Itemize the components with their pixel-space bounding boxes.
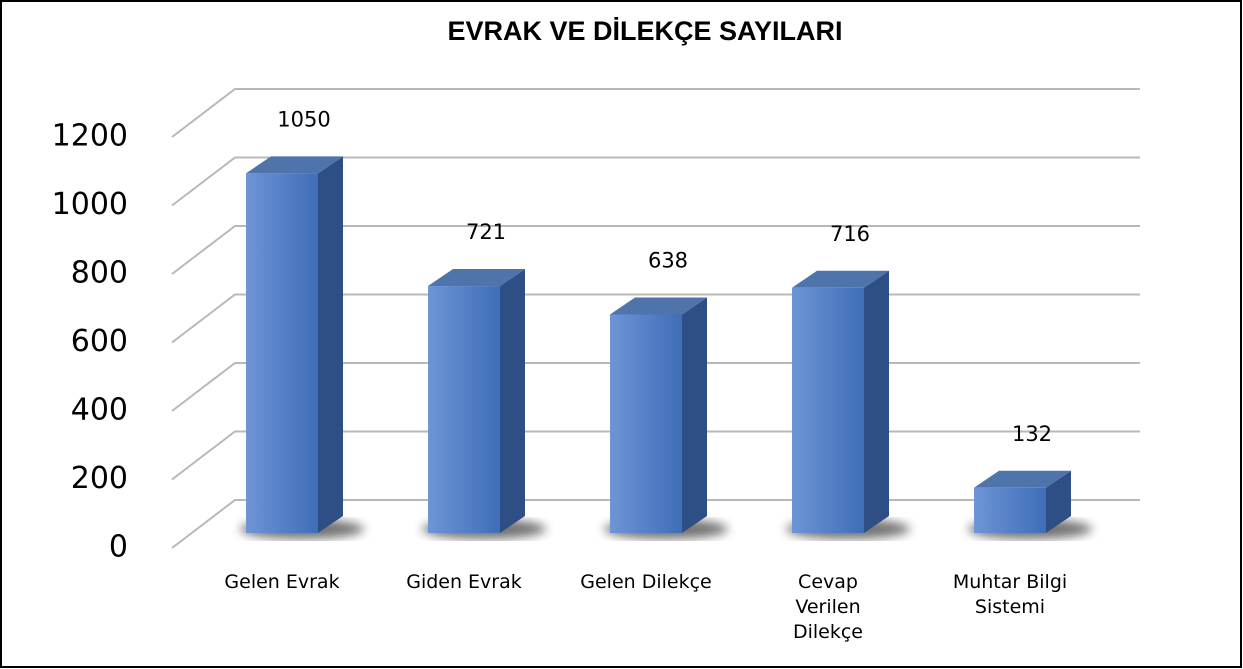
x-tick-label: Gelen Dilekçe [580,571,712,593]
value-label: 132 [1012,422,1052,446]
bar [974,470,1071,533]
y-tick-label: 200 [71,461,128,496]
bar [792,270,889,533]
value-label: 721 [466,220,506,244]
x-tick-label: Giden Evrak [406,571,522,593]
bar [428,269,525,533]
grid-line [171,156,1140,207]
chart-title: EVRAK VE DİLEKÇE SAYILARI [447,16,842,46]
grid-line [171,225,1140,275]
value-label: 1050 [277,107,330,131]
value-label: 716 [830,222,870,246]
y-tick-label: 400 [71,393,128,428]
x-tick-label: Cevap Verilen Dilekçe [792,571,864,643]
x-tick-label: Muhtar Bilgi Sistemi [952,571,1068,618]
grid-line [171,88,1140,138]
y-tick-label: 1200 [52,119,128,154]
value-label: 638 [648,248,688,272]
y-tick-label: 800 [71,256,128,291]
x-tick-label: Gelen Evrak [224,571,340,593]
bar [610,297,707,533]
y-tick-label: 1000 [52,187,128,222]
y-tick-label: 0 [109,530,128,565]
bar [246,156,343,533]
y-tick-label: 600 [71,324,128,359]
